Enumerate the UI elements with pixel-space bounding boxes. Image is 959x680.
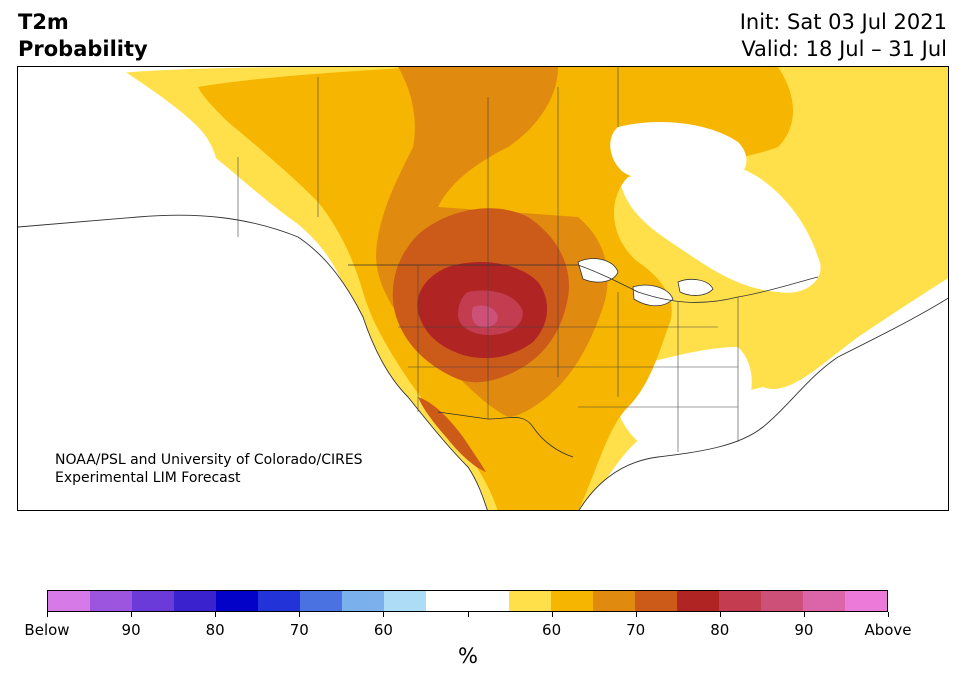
neutral-region-quebec [618, 153, 821, 293]
colorbar-segment [551, 591, 594, 611]
init-date: Init: Sat 03 Jul 2021 [739, 10, 947, 34]
colorbar-tick [719, 612, 721, 617]
ocean-gulf [579, 298, 948, 510]
coastline-west [18, 214, 488, 510]
colorbar-segment [845, 591, 888, 611]
colorbar-segment [803, 591, 846, 611]
map-panel: NOAA/PSL and University of Colorado/CIRE… [17, 66, 949, 511]
colorbar-segment [215, 591, 258, 611]
canada-us-border [348, 264, 819, 303]
coastline-east [578, 297, 948, 510]
colorbar-tick-label: Above [864, 621, 912, 639]
variable-title: T2m [18, 10, 69, 34]
neutral-region-alaska [18, 67, 220, 227]
product-title: Probability [18, 37, 148, 61]
probability-map [18, 67, 948, 510]
colorbar-segment [89, 591, 132, 611]
valid-date: Valid: 18 Jul – 31 Jul [741, 37, 947, 61]
colorbar-tick [467, 612, 469, 617]
colorbar-tick [47, 612, 48, 617]
credit-line-1: NOAA/PSL and University of Colorado/CIRE… [55, 452, 363, 468]
colorbar-segment [299, 591, 342, 611]
state-lines [237, 67, 739, 452]
colorbar-tick [551, 612, 553, 617]
colorbar-tick [888, 612, 889, 617]
colorbar-segment [48, 591, 90, 611]
colorbar-tick [383, 612, 385, 617]
colorbar-tick-label: 80 [205, 621, 225, 639]
colorbar-segment [131, 591, 174, 611]
colorbar-segment [635, 591, 678, 611]
ocean-pacific [18, 215, 488, 510]
colorbar-segment [677, 591, 720, 611]
colorbar-tick-label: 60 [373, 621, 393, 639]
prob-contour-core-peak [471, 305, 498, 328]
colorbar-segment [593, 591, 636, 611]
colorbar-tick [635, 612, 637, 617]
colorbar-unit: % [458, 644, 478, 668]
colorbar-tick-label: 90 [794, 621, 814, 639]
colorbar-tick [299, 612, 301, 617]
colorbar-segment [341, 591, 384, 611]
colorbar-segment [509, 591, 552, 611]
colorbar-tick-label: 90 [121, 621, 141, 639]
colorbar-tick [803, 612, 805, 617]
great-lakes [577, 258, 714, 307]
colorbar-segment [383, 591, 426, 611]
colorbar-tick-label: 80 [710, 621, 730, 639]
credit-line-2: Experimental LIM Forecast [55, 470, 241, 486]
credit-text: NOAA/PSL and University of Colorado/CIRE… [55, 451, 363, 487]
colorbar-segment [425, 591, 468, 611]
colorbar-tick-label: 60 [542, 621, 562, 639]
colorbar-tick-label: Below [24, 621, 70, 639]
colorbar [47, 590, 888, 612]
colorbar-tick-label: 70 [289, 621, 309, 639]
colorbar-tick-label: 70 [626, 621, 646, 639]
colorbar-segment [467, 591, 510, 611]
colorbar-segment [257, 591, 300, 611]
title-block: T2m Probability [18, 9, 148, 63]
colorbar-segment [719, 591, 762, 611]
colorbar-tick [131, 612, 133, 617]
date-block: Init: Sat 03 Jul 2021 Valid: 18 Jul – 31… [740, 9, 947, 63]
colorbar-tick [215, 612, 217, 617]
colorbar-segment [761, 591, 804, 611]
us-mexico-border [437, 411, 574, 458]
colorbar-segment [173, 591, 216, 611]
hudson-bay [610, 122, 747, 189]
prob-contour-above-80-baja [418, 397, 486, 472]
